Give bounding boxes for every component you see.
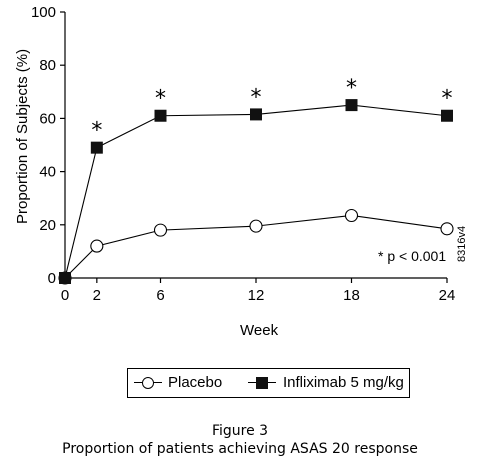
x-axis-label: Week [240,322,279,339]
x-tick-label: 18 [343,287,360,304]
y-tick-label: 20 [39,217,56,234]
figure-caption-title: Proportion of patients achieving ASAS 20… [62,441,418,457]
legend-placebo-label: Placebo [168,374,223,391]
legend: Placebo Infliximab 5 mg/kg [127,368,410,398]
legend-infliximab-marker [256,377,268,389]
x-tick-label: 12 [248,287,265,304]
x-tick-label: 24 [439,287,456,304]
significance-asterisk: * [346,76,357,101]
significance-asterisk: * [155,87,166,112]
infliximab-line [64,104,448,279]
series-layer: * * * * * [58,76,454,285]
infliximab-point [441,109,453,122]
significance-asterisk: * [442,87,453,112]
significance-annotation: * p < 0.001 [378,248,447,264]
infliximab-point [90,141,103,154]
placebo-point [153,223,168,237]
y-tick-label: 60 [39,110,56,127]
x-tick-label: 0 [61,287,69,304]
infliximab-point [154,109,167,122]
infliximab-point [345,99,358,112]
y-tick-label: 0 [48,270,56,287]
placebo-point [249,219,263,233]
x-tick-label: 6 [156,287,164,304]
axes: 0 20 40 60 80 100 0 2 6 12 18 24 [31,4,455,304]
infliximab-point [59,272,71,284]
placebo-point [440,222,454,236]
x-tick-label: 2 [93,287,101,304]
placebo-line [64,214,448,279]
figure-id-label: 8316v4 [456,225,468,262]
y-tick-label: 40 [39,164,56,181]
legend-infliximab-label: Infliximab 5 mg/kg [283,374,404,391]
placebo-point [90,239,104,253]
significance-asterisk: * [91,119,102,144]
y-tick-label: 80 [39,57,56,74]
infliximab-point [250,108,262,121]
placebo-point [344,208,359,223]
figure-caption-number: Figure 3 [211,423,269,439]
legend-placebo-marker [142,377,154,389]
significance-asterisk: * [251,85,262,110]
y-tick-label: 100 [31,4,56,21]
y-axis-label: Proportion of Subjects (%) [14,48,31,224]
